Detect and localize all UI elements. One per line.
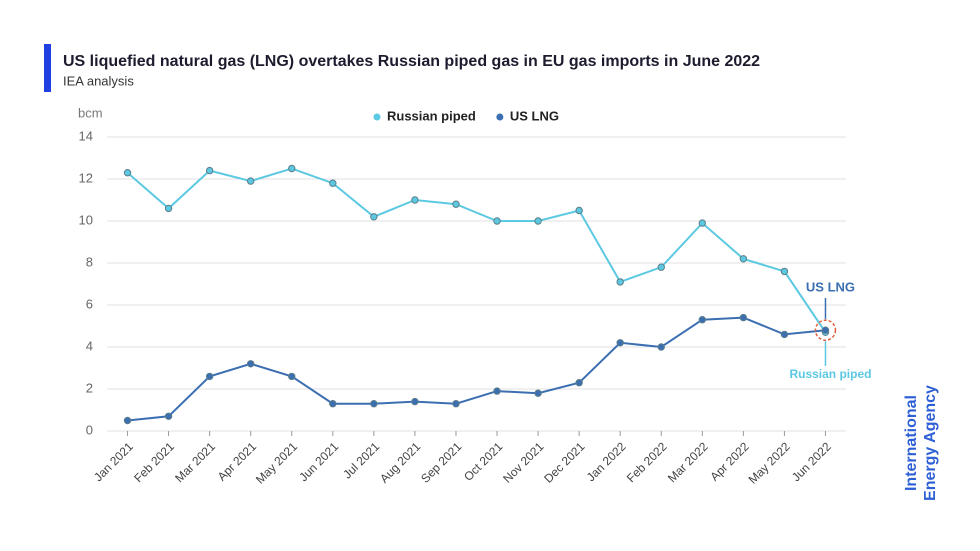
y-tick-label: 0 xyxy=(86,422,93,437)
data-point xyxy=(288,164,296,173)
x-tick-label: Jan 2022 xyxy=(584,439,629,484)
data-point xyxy=(205,166,214,175)
annotation: US LNG xyxy=(806,279,855,294)
x-tick-label: Aug 2021 xyxy=(377,439,423,485)
x-tick-label: Jan 2021 xyxy=(91,439,136,484)
data-point xyxy=(739,313,748,322)
data-point xyxy=(205,372,214,381)
y-tick-label: 14 xyxy=(79,128,93,143)
x-tick-label: Dec 2021 xyxy=(541,439,587,485)
data-point xyxy=(657,263,665,271)
y-tick-label: 6 xyxy=(86,296,93,311)
x-tick-label: Nov 2021 xyxy=(500,439,546,485)
data-point xyxy=(329,179,337,187)
legend-label: Russian piped xyxy=(387,108,476,123)
x-tick-label: Jun 2022 xyxy=(789,439,834,484)
data-point xyxy=(246,360,255,368)
data-point xyxy=(575,379,583,387)
data-point xyxy=(452,200,460,208)
data-point xyxy=(821,326,830,334)
data-point xyxy=(616,339,624,347)
data-point xyxy=(411,196,419,204)
data-point xyxy=(493,217,501,225)
y-tick-label: 10 xyxy=(79,212,93,227)
x-tick-label: Feb 2021 xyxy=(131,439,177,485)
data-point xyxy=(411,397,419,406)
data-point xyxy=(246,177,255,185)
y-tick-label: 12 xyxy=(79,170,93,185)
data-point xyxy=(698,219,707,227)
y-axis-unit: bcm xyxy=(78,105,103,120)
legend-label: US LNG xyxy=(510,108,559,123)
x-tick-label: May 2022 xyxy=(746,439,793,486)
y-tick-label: 4 xyxy=(86,338,93,353)
annotation: Russian piped xyxy=(789,367,871,381)
data-point xyxy=(780,330,789,339)
logo: International Energy Agency xyxy=(903,385,939,501)
x-tick-label: Jul 2021 xyxy=(340,439,382,481)
chart-subtitle: IEA analysis xyxy=(63,73,134,88)
data-point xyxy=(370,400,378,408)
x-tick-label: Oct 2021 xyxy=(461,439,506,484)
x-tick-label: Jun 2021 xyxy=(296,439,341,484)
x-tick-label: Mar 2021 xyxy=(172,439,218,485)
legend-marker xyxy=(373,113,381,121)
logo-text: Energy Agency xyxy=(922,385,939,501)
data-point xyxy=(288,372,296,381)
data-point xyxy=(452,400,460,408)
data-point xyxy=(164,204,173,213)
data-point xyxy=(123,416,132,425)
logo-text: International xyxy=(903,395,920,491)
data-point xyxy=(739,255,748,263)
data-point xyxy=(164,412,173,420)
series-line xyxy=(126,167,827,333)
y-tick-label: 8 xyxy=(86,254,93,269)
data-point xyxy=(123,169,132,177)
y-tick-label: 2 xyxy=(86,380,93,395)
data-point xyxy=(534,389,542,397)
legend-marker xyxy=(496,113,504,121)
data-point xyxy=(575,206,583,215)
data-point xyxy=(534,217,542,225)
x-tick-label: Mar 2022 xyxy=(665,439,711,485)
highlight-circle xyxy=(814,319,837,341)
data-point xyxy=(616,278,624,286)
data-point xyxy=(329,400,337,408)
data-point xyxy=(657,343,665,351)
data-point xyxy=(698,316,707,324)
x-tick-label: May 2021 xyxy=(253,439,300,486)
x-tick-label: Sep 2021 xyxy=(418,439,464,485)
data-point xyxy=(493,387,501,395)
data-point xyxy=(370,213,378,221)
chart-title: US liquefied natural gas (LNG) overtakes… xyxy=(63,53,760,70)
series-line xyxy=(127,316,826,422)
data-point xyxy=(780,267,789,276)
x-tick-label: Feb 2022 xyxy=(624,439,670,485)
title-accent xyxy=(44,44,51,92)
